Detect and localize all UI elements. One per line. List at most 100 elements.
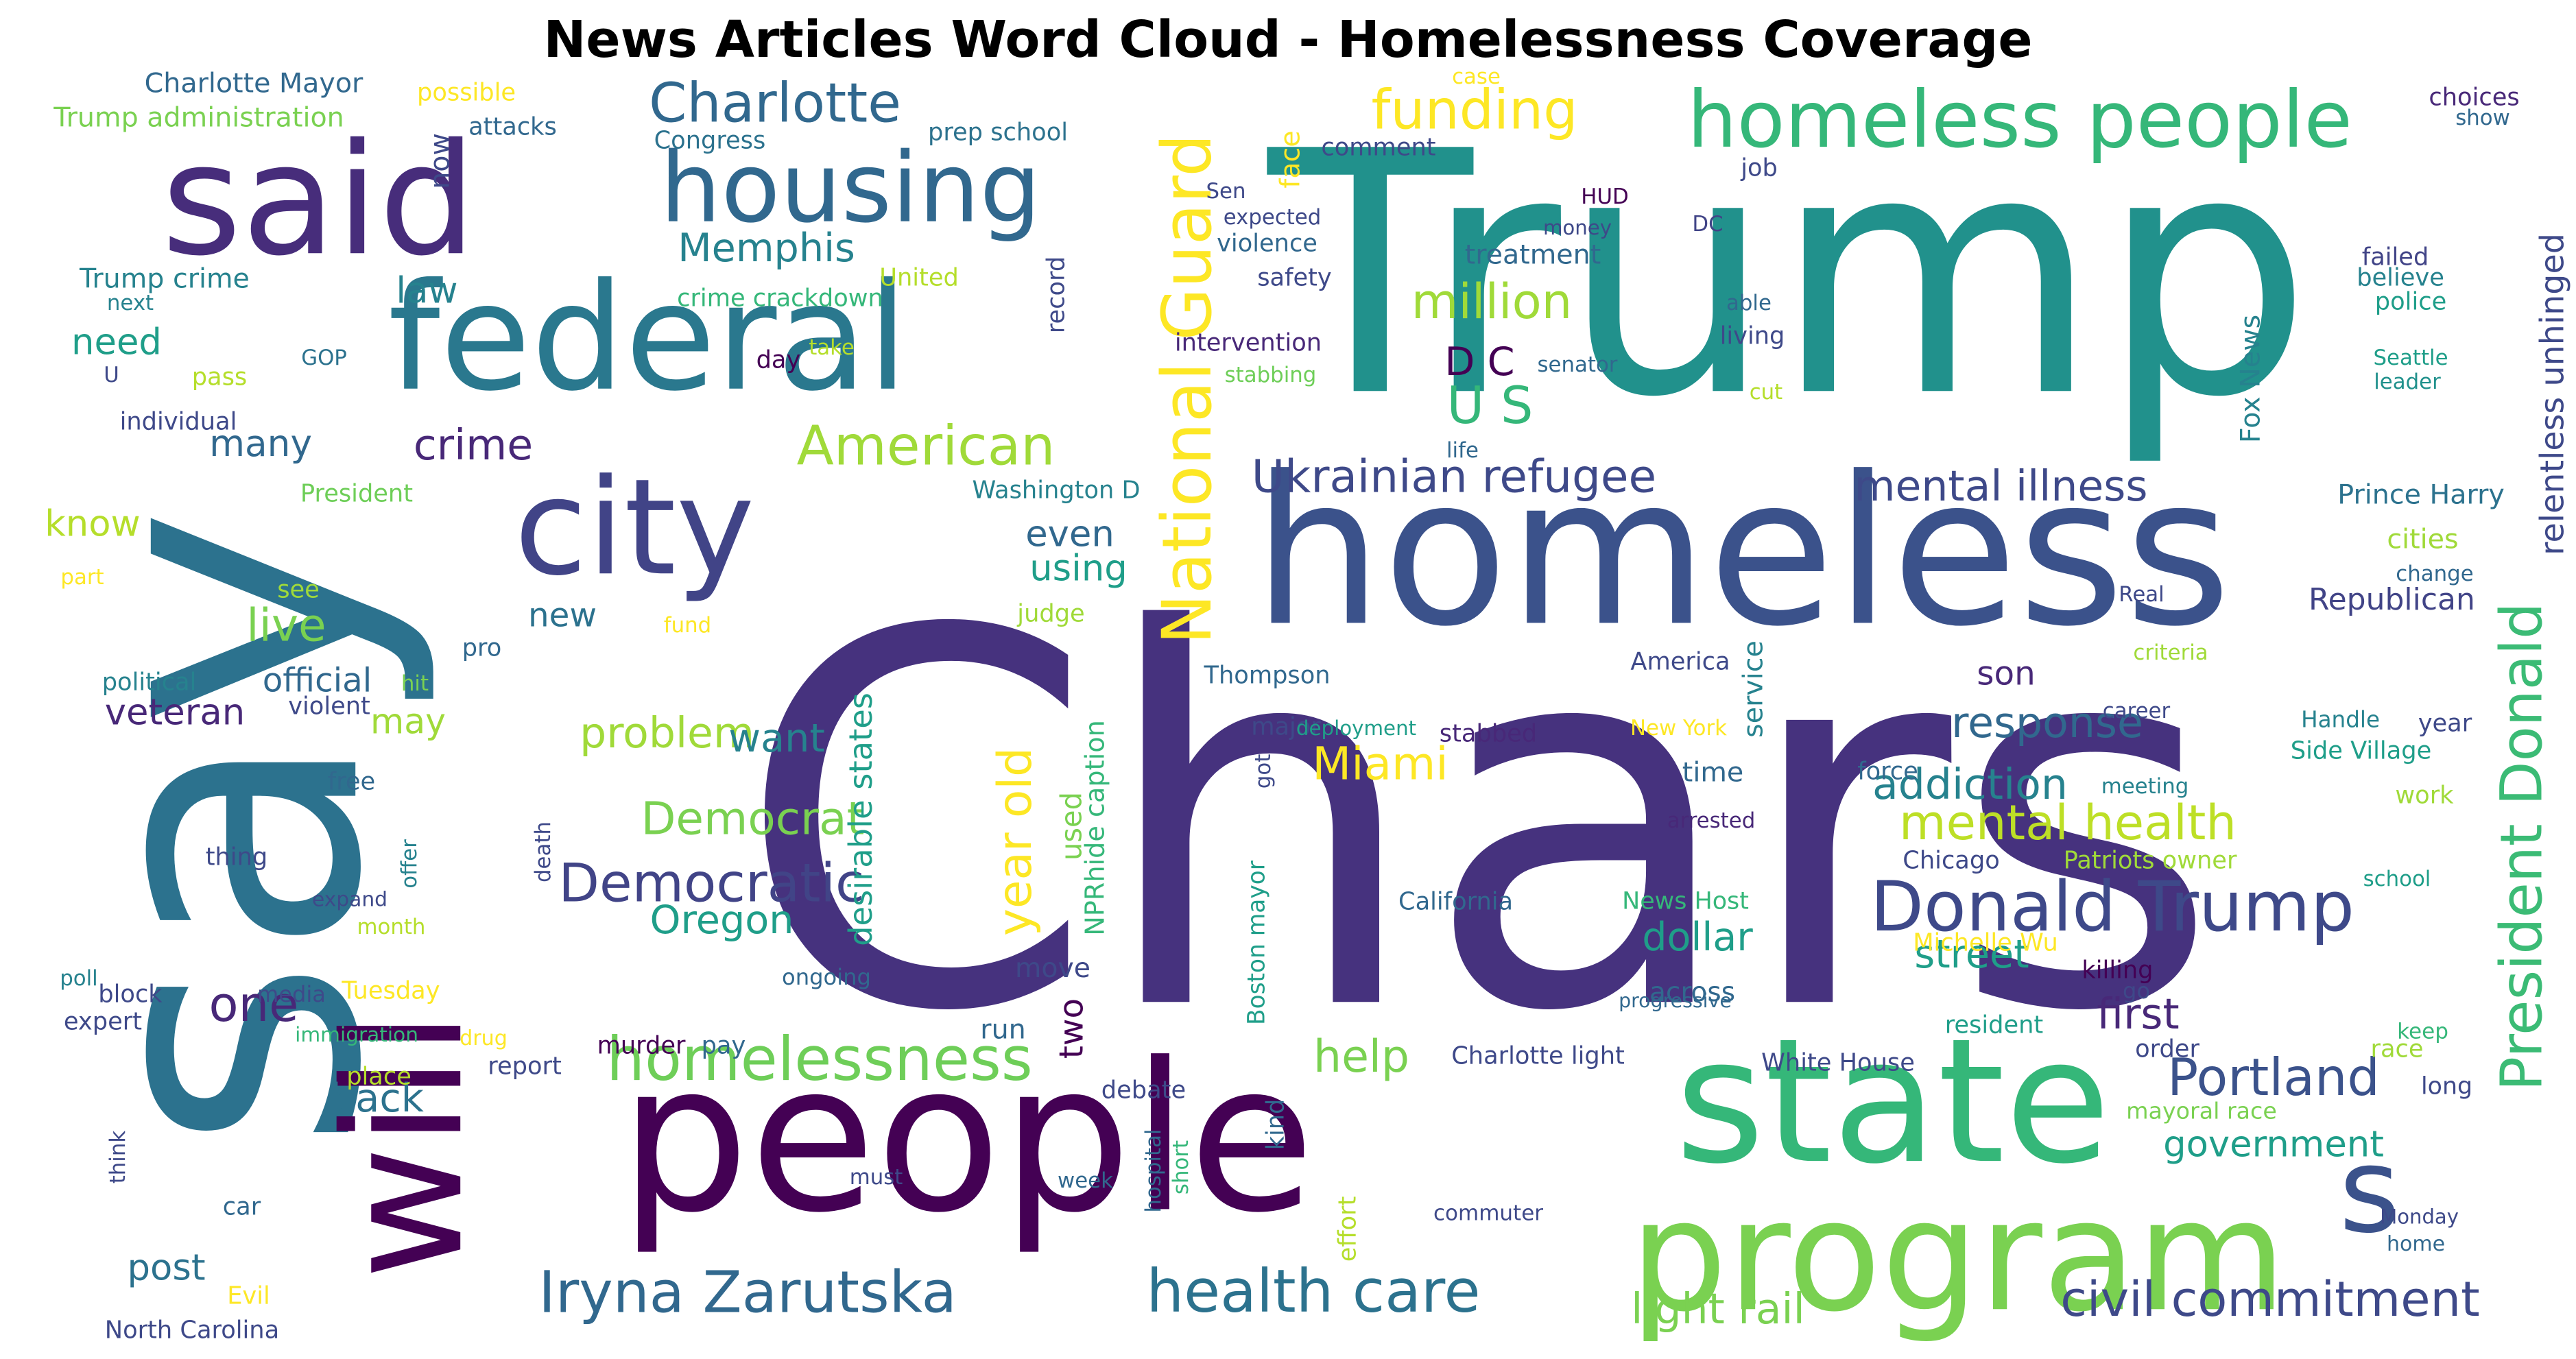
word-force: force: [1857, 757, 1918, 786]
word-city: city: [514, 450, 755, 605]
word-republican: Republican: [2309, 582, 2475, 617]
word-know: know: [45, 503, 141, 545]
word-work: work: [2395, 781, 2454, 810]
word-handle: Handle: [2301, 706, 2380, 733]
word-need: need: [71, 321, 162, 363]
word-political: political: [102, 668, 197, 697]
word-mental-health: mental health: [1899, 794, 2237, 851]
word-place: place: [346, 1062, 412, 1091]
word-pro: pro: [462, 634, 502, 662]
word-state: state: [1675, 1002, 2111, 1203]
word-million: million: [1411, 273, 1573, 330]
word-health-care: health care: [1146, 1257, 1481, 1326]
word-face: face: [1274, 130, 1307, 189]
word-cities: cities: [2387, 523, 2459, 555]
word-many: many: [209, 422, 313, 465]
word-expand: expand: [312, 887, 388, 912]
word-street: street: [1914, 931, 2029, 977]
word-united: United: [879, 263, 959, 292]
word-fox-news: Fox News: [2234, 314, 2267, 444]
word-ongoing: ongoing: [782, 963, 871, 990]
word-fund: fund: [663, 613, 712, 638]
word-crime-crackdown: crime crackdown: [677, 284, 883, 313]
word-next: next: [106, 291, 154, 316]
word-killing: killing: [2082, 956, 2154, 985]
word-thing: thing: [205, 843, 268, 871]
word-want: want: [728, 715, 825, 761]
word-mental-illness: mental illness: [1854, 461, 2148, 512]
word-d-c: D C: [1444, 339, 1515, 385]
word-believe: believe: [2357, 263, 2444, 292]
word-arrested: arrested: [1667, 808, 1756, 834]
word-media: media: [257, 981, 326, 1007]
word-memphis: Memphis: [678, 225, 855, 271]
word-california: California: [1398, 887, 1514, 916]
word-choices: choices: [2429, 83, 2520, 112]
word-back: back: [331, 1075, 424, 1121]
word-u-s: U S: [1446, 376, 1534, 436]
word-charlotte-light: Charlotte light: [1451, 1042, 1625, 1070]
word-case: case: [1452, 64, 1501, 90]
word-evil: Evil: [227, 1282, 270, 1310]
word-life: life: [1446, 438, 1479, 464]
word-think: think: [106, 1130, 131, 1184]
word-hospital: hospital: [1141, 1129, 1167, 1213]
word-attacks: attacks: [468, 112, 557, 141]
word-portland: Portland: [2167, 1048, 2380, 1108]
word-block: block: [98, 980, 163, 1009]
word-homelessness: homelessness: [606, 1024, 1033, 1094]
word-even: even: [1025, 513, 1114, 555]
word-relentless-unhinged: relentless unhinged: [2533, 233, 2572, 555]
word-career: career: [2102, 699, 2171, 724]
word-may: may: [370, 701, 446, 742]
word-able: able: [1726, 291, 1772, 316]
word-patriots-owner: Patriots owner: [2063, 846, 2237, 875]
word-living: living: [1719, 322, 1785, 350]
word-response: response: [1951, 698, 2143, 748]
word-part: part: [60, 565, 104, 590]
word-miami: Miami: [1312, 737, 1448, 791]
word-home: home: [2387, 1232, 2446, 1256]
word-must: must: [849, 1165, 903, 1190]
word-washington-d: Washington D: [972, 476, 1141, 505]
word-week: week: [1058, 1168, 1113, 1194]
word-sen: Sen: [1206, 179, 1246, 204]
word-president-donald: President Donald: [2488, 602, 2555, 1092]
word-effort: effort: [1333, 1196, 1362, 1262]
word-service: service: [1737, 640, 1769, 738]
word-run: run: [980, 1013, 1026, 1046]
word-crime: crime: [413, 420, 534, 470]
word-year: year: [2418, 709, 2472, 738]
word-homeless: homeless: [1252, 432, 2232, 672]
word-one: one: [208, 976, 299, 1033]
word-resident: resident: [1944, 1011, 2044, 1039]
word-hud: HUD: [1581, 184, 1629, 210]
word-help: help: [1313, 1031, 1410, 1083]
word-michelle-wu: Michelle Wu: [1913, 928, 2058, 957]
word-stabbed: stabbed: [1439, 719, 1538, 748]
word-using: using: [1029, 547, 1128, 590]
word-long: long: [2421, 1072, 2473, 1101]
word-desirable-states: desirable states: [842, 693, 879, 946]
word-son: son: [1977, 654, 2036, 693]
word-murder: murder: [597, 1031, 686, 1060]
word-pass: pass: [191, 363, 248, 392]
word-change: change: [2396, 562, 2474, 587]
word-drug: drug: [460, 1026, 508, 1050]
word-white-house: White House: [1761, 1048, 1915, 1077]
word-violent: violent: [288, 692, 370, 721]
word-across: across: [1649, 977, 1736, 1008]
word-month: month: [357, 915, 426, 940]
word-comment: comment: [1321, 133, 1436, 162]
word-monday: Monday: [2380, 1205, 2459, 1229]
word-report: report: [488, 1052, 562, 1081]
word-major: major: [1251, 712, 1321, 741]
word-money: money: [1543, 215, 1612, 239]
word-trump: Trump: [1267, 81, 2313, 471]
word-day: day: [756, 346, 801, 374]
word-oregon: Oregon: [649, 897, 794, 943]
word-will: will: [309, 1010, 500, 1280]
word-show: show: [2455, 106, 2510, 131]
word-police: police: [2374, 287, 2447, 316]
